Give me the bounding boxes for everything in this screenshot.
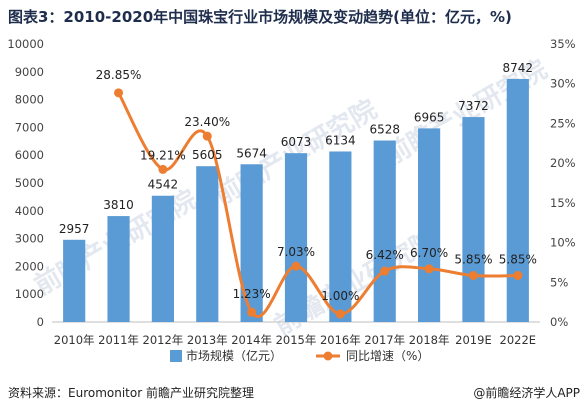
- growth-point: [424, 264, 434, 274]
- y-left-tick-label: 0: [37, 315, 44, 329]
- bar: [63, 239, 86, 322]
- bar-value-label: 5674: [236, 146, 267, 160]
- y-right-tick-label: 0%: [550, 315, 568, 329]
- chart-area: 前瞻产业研究院前瞻产业研究院前瞻产业研究院前瞻产业研究院 01000200030…: [7, 37, 576, 363]
- y-left-tick-label: 3000: [15, 232, 44, 246]
- y-right-tick-label: 15%: [550, 196, 576, 210]
- y-left-tick-label: 1000: [15, 287, 44, 301]
- x-tick-label: 2019E: [455, 333, 492, 347]
- brand-credit: @前瞻经济学人APP: [473, 386, 580, 400]
- growth-point: [291, 261, 301, 271]
- bar-value-label: 5605: [192, 148, 223, 162]
- y-right-tick-label: 20%: [550, 156, 576, 170]
- bar: [462, 117, 485, 322]
- bar-value-label: 3810: [103, 198, 134, 212]
- legend-bar-swatch: [170, 350, 182, 362]
- bar: [506, 78, 529, 322]
- y-left-tick-label: 9000: [15, 65, 44, 79]
- bar: [284, 153, 308, 322]
- bar-value-label: 6134: [325, 133, 356, 147]
- chart-title: 图表3：2010-2020年中国珠宝行业市场规模及变动趋势(单位：亿元，%): [8, 8, 512, 26]
- bar: [151, 195, 174, 322]
- y-left-tick-label: 6000: [15, 148, 44, 162]
- y-right-tick-label: 30%: [550, 77, 576, 91]
- x-tick-label: 2018年: [409, 333, 450, 347]
- x-tick-label: 2014年: [231, 333, 272, 347]
- growth-point: [114, 88, 124, 98]
- growth-point: [380, 266, 390, 276]
- y-left-tick-label: 10000: [7, 37, 44, 51]
- bar: [418, 128, 441, 322]
- growth-point: [202, 131, 212, 141]
- growth-point: [335, 309, 345, 319]
- bar-value-label: 6528: [369, 123, 400, 137]
- x-tick-label: 2015年: [276, 333, 317, 347]
- y-right-tick-label: 25%: [550, 116, 576, 130]
- y-left-tick-label: 7000: [15, 120, 44, 134]
- legend-bar-label: 市场规模（亿元）: [186, 348, 282, 363]
- y-right-tick-label: 5%: [550, 275, 568, 289]
- growth-point: [158, 164, 168, 174]
- bar: [373, 140, 396, 322]
- x-tick-label: 2012年: [143, 333, 184, 347]
- y-left-tick-label: 4000: [15, 204, 44, 218]
- growth-value-label: 5.85%: [454, 253, 492, 267]
- bar: [329, 151, 352, 322]
- x-tick-label: 2016年: [320, 333, 361, 347]
- legend-line-label: 同比增速（%）: [346, 349, 429, 363]
- legend-line-marker: [323, 351, 333, 361]
- bar-value-label: 4542: [148, 178, 179, 192]
- growth-point: [247, 307, 257, 317]
- x-tick-label: 2010年: [54, 333, 95, 347]
- y-left-tick-label: 8000: [15, 93, 44, 107]
- bar-value-label: 6965: [414, 110, 445, 124]
- y-right-tick-label: 35%: [550, 37, 576, 51]
- growth-value-label: 19.21%: [140, 148, 186, 162]
- x-tick-label: 2013年: [187, 333, 228, 347]
- bar-value-label: 8742: [503, 61, 534, 75]
- bar: [240, 164, 263, 322]
- y-right-tick-label: 10%: [550, 236, 576, 250]
- bar: [107, 216, 130, 322]
- growth-value-label: 6.42%: [366, 248, 404, 262]
- growth-value-label: 23.40%: [184, 115, 230, 129]
- bar: [196, 166, 219, 322]
- growth-value-label: 5.85%: [499, 253, 537, 267]
- growth-point: [468, 271, 478, 281]
- growth-value-label: 7.03%: [277, 245, 315, 259]
- bar-value-label: 6073: [281, 135, 312, 149]
- x-tick-label: 2011年: [98, 333, 139, 347]
- x-tick-label: 2022E: [500, 333, 537, 347]
- y-left-tick-label: 2000: [15, 259, 44, 273]
- x-tick-label: 2017年: [364, 333, 405, 347]
- legend: 市场规模（亿元） 同比增速（%）: [170, 348, 429, 363]
- growth-value-label: 1.00%: [321, 289, 359, 303]
- bar-value-label: 7372: [458, 99, 489, 113]
- growth-value-label: 28.85%: [96, 68, 142, 82]
- growth-value-label: 6.70%: [410, 246, 448, 260]
- bar-value-label: 2957: [59, 222, 90, 236]
- y-left-tick-label: 5000: [15, 176, 44, 190]
- growth-point: [513, 271, 523, 281]
- source-note: 资料来源：Euromonitor 前瞻产业研究院整理: [8, 386, 254, 400]
- growth-value-label: 1.23%: [233, 287, 271, 301]
